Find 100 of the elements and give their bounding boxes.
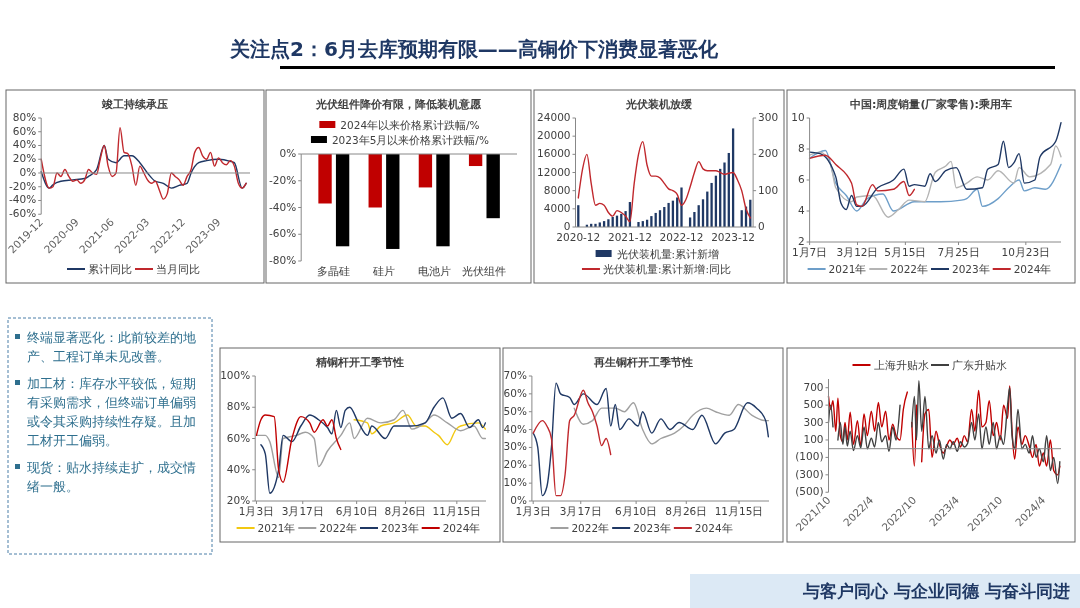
x-tick-label: 硅片 (372, 265, 396, 277)
line-series (260, 397, 487, 494)
y-tick-label: 100% (220, 369, 251, 381)
text: 终端显著恶化：此前较差的地产、工程订单未见改善。 (27, 330, 196, 364)
line-series (808, 121, 1062, 211)
y-tick-label: -80% (269, 254, 297, 266)
y-tick-label: 16000 (537, 147, 571, 160)
legend-label: 2024年 (694, 521, 733, 534)
x-tick-label: 6月10日 (615, 505, 658, 517)
text: 现货：贴水持续走扩，成交情绪一般。 (27, 460, 196, 494)
y-tick-label: 24000 (537, 111, 571, 123)
y-tick-label: 20% (226, 494, 251, 506)
legend-label: 当月同比 (156, 262, 200, 275)
x-tick-label: 2022-12 (659, 231, 704, 243)
y-tick-label: 20% (12, 152, 37, 165)
line-series (40, 126, 247, 200)
y-tick-label: 60% (503, 386, 527, 399)
legend-label: 2023年 (952, 262, 990, 275)
line-series (808, 154, 916, 208)
x-tick-label: 7月25日 (937, 246, 980, 258)
line-series (353, 414, 487, 446)
x-tick-label: 1月3日 (515, 505, 551, 517)
y-tick-label: -40% (269, 200, 297, 213)
bar (723, 162, 726, 227)
legend-label: 上海升贴水 (873, 358, 929, 371)
y-tick-label: 70% (503, 369, 527, 381)
y-tick-label: 0% (19, 166, 37, 178)
x-tick-label: 2020-12 (556, 231, 601, 243)
y2-tick-label: 200 (758, 147, 779, 160)
x-tick-label: 8月26日 (384, 505, 427, 517)
y-tick-label: 30% (503, 440, 527, 453)
y-tick-label: 40% (503, 422, 527, 435)
y-tick-label: -60% (9, 207, 37, 220)
legend-label: 2023年5月以来价格累计跌幅/% (331, 133, 489, 146)
chart-title: 光伏装机放缓 (625, 98, 693, 111)
y-tick-label: 6 (797, 173, 805, 185)
line-series (577, 140, 752, 223)
y-tick-label: 10% (503, 476, 527, 489)
y-tick-label: 8000 (543, 183, 571, 196)
legend-label: 2023年 (381, 521, 419, 534)
x-tick-label: 3月12日 (836, 246, 879, 258)
legend-label: 累计同比 (88, 262, 132, 275)
bar (680, 187, 683, 227)
line-series (532, 382, 770, 497)
y-tick-label: 700 (803, 380, 824, 393)
x-tick-label: 11月15日 (432, 505, 482, 517)
line-series (255, 414, 342, 483)
y-tick-label: 60% (12, 124, 37, 137)
legend-label: 2021年 (257, 521, 296, 534)
y-tick-label: -40% (9, 193, 37, 206)
legend-label: 2022年 (890, 262, 929, 275)
y-tick-label: 10 (791, 111, 805, 123)
chart-title: 精铜杆开工季节性 (315, 356, 404, 369)
line-series (255, 409, 487, 479)
line-series (532, 389, 612, 497)
bar (667, 202, 670, 227)
bar (710, 182, 713, 227)
x-tick-label: 6月10日 (335, 505, 378, 517)
x-tick-label: 5月15日 (884, 246, 927, 258)
y2-tick-label: 300 (758, 111, 779, 123)
legend-label: 2022年 (571, 521, 610, 534)
y-tick-label: 12000 (537, 165, 571, 178)
y-tick-label: (100) (795, 450, 824, 463)
legend-label: 2021年 (828, 262, 867, 275)
x-tick-label: 8月26日 (665, 505, 708, 517)
x-tick-label: 光伏组件 (462, 265, 507, 277)
legend-label: 光伏装机量:累计新增 (616, 247, 720, 260)
y-tick-label: 500 (803, 398, 824, 411)
y-tick-label: 300 (803, 415, 824, 428)
x-tick-label: 11月15日 (714, 505, 764, 517)
x-tick-label: 电池片 (417, 265, 451, 277)
y-tick-label: 80% (12, 111, 37, 123)
bar (650, 216, 653, 227)
legend-label: 2024年 (1013, 262, 1052, 275)
x-tick-label: 多晶硅 (317, 265, 351, 277)
text: 关注点2：6月去库预期有限——高铜价下消费显著恶化 (229, 37, 719, 61)
legend-label: 2024年以来价格累计跌幅/% (340, 118, 480, 131)
y-tick-label: 40% (226, 462, 251, 475)
y-tick-label: 8 (797, 142, 805, 154)
bar (637, 222, 640, 227)
legend-label: 2022年 (319, 521, 358, 534)
y-tick-label: 20000 (537, 129, 571, 142)
y-tick-label: 50% (503, 404, 527, 417)
y-tick-label: 4 (797, 204, 805, 216)
y-tick-label: -60% (269, 227, 297, 240)
line-series (573, 402, 770, 445)
y-tick-label: 2 (797, 235, 805, 247)
chart-title: 中国:周度销量(厂家零售):乘用车 (850, 98, 1012, 111)
chart-title: 光伏组件降价有限，降低装机意愿 (315, 98, 482, 111)
text: 与客户同心 与企业同德 与奋斗同进 (802, 581, 1070, 601)
chart-title: 竣工持续承压 (101, 98, 168, 111)
y-tick-label: (500) (795, 485, 824, 498)
y-tick-label: 0% (279, 147, 297, 159)
y-tick-label: -20% (9, 179, 37, 192)
y-tick-label: 0% (510, 494, 527, 506)
y-tick-label: 20% (503, 458, 527, 471)
legend-label: 广东升贴水 (952, 358, 1007, 371)
legend-label: 2023年 (633, 521, 671, 534)
x-tick-label: 2021-12 (607, 231, 652, 243)
y-tick-label: 60% (226, 431, 251, 444)
